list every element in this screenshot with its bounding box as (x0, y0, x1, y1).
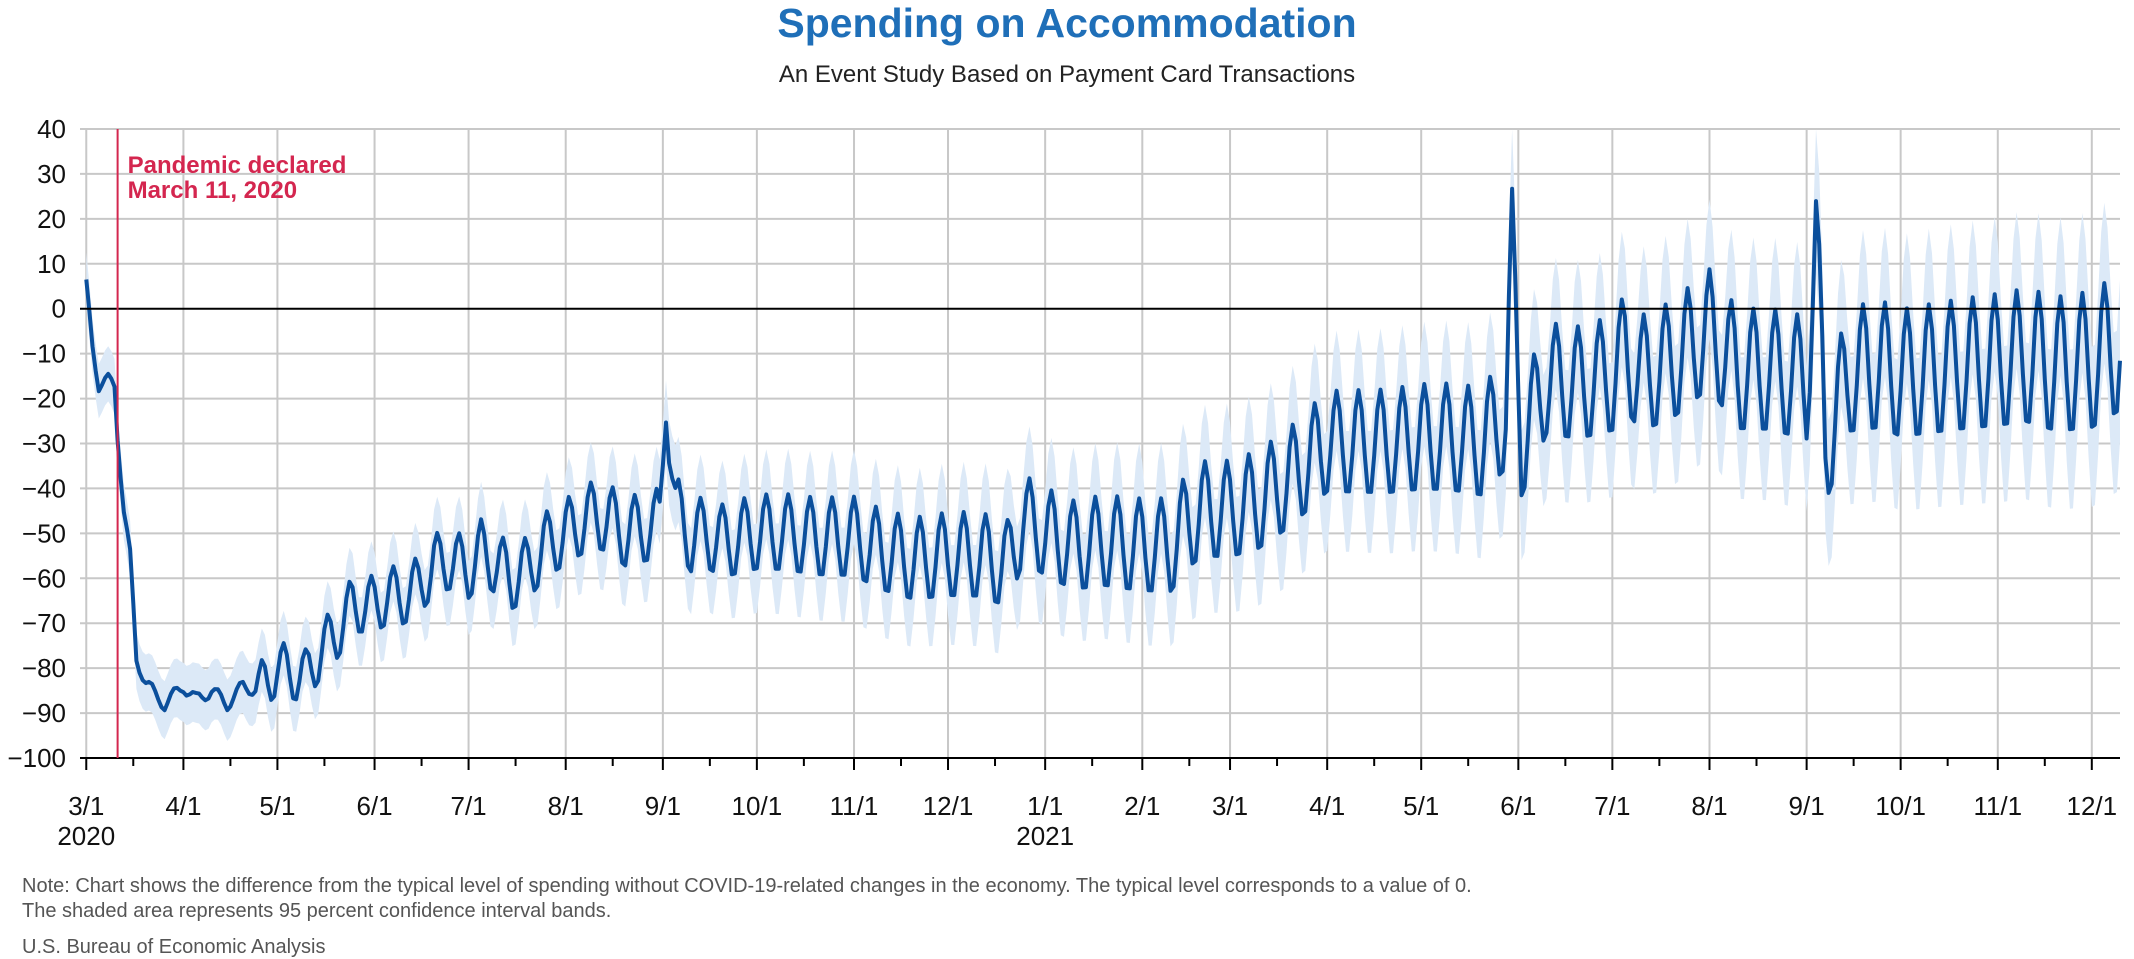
x-tick-label: 9/1 (1789, 791, 1825, 821)
y-tick-label: −90 (22, 698, 66, 728)
chart-note-line-2: The shaded area represents 95 percent co… (22, 900, 612, 922)
y-tick-label: −10 (22, 339, 66, 369)
x-tick-label: 5/1 (1403, 791, 1439, 821)
source-label: U.S. Bureau of Economic Analysis (22, 936, 326, 958)
x-tick-label: 12/1 (2066, 791, 2117, 821)
chart-subtitle: An Event Study Based on Payment Card Tra… (778, 61, 1356, 88)
annotation-label-line-2: March 11, 2020 (128, 177, 297, 204)
y-tick-label: −40 (22, 473, 66, 503)
y-tick-label: −80 (22, 653, 66, 683)
x-tick-label: 11/1 (1973, 791, 2022, 821)
x-tick-label: 11/1 (830, 791, 879, 821)
x-year-label: 2020 (57, 821, 115, 851)
y-tick-label: −30 (22, 429, 66, 459)
x-tick-label: 4/1 (1309, 791, 1345, 821)
y-tick-label: −60 (22, 563, 66, 593)
x-tick-label: 3/1 (1212, 791, 1248, 821)
x-tick-label: 6/1 (356, 791, 392, 821)
x-tick-label: 6/1 (1500, 791, 1536, 821)
x-tick-label: 2/1 (1124, 791, 1160, 821)
y-tick-label: 0 (52, 294, 66, 324)
series-line-layer (84, 186, 2122, 713)
y-tick-label: 20 (37, 204, 66, 234)
x-tick-label: 12/1 (923, 791, 974, 821)
axis-layer: 40 30 20 10 0 −10 −20 −30 −40 −50 −60 −70 −80 −90 −100… (7, 114, 2120, 851)
x-tick-label: 10/1 (732, 791, 783, 821)
x-tick-label: 5/1 (259, 791, 295, 821)
y-tick-label: −20 (22, 384, 66, 414)
chart-title: Spending on Accommodation (777, 0, 1357, 46)
x-tick-label: 8/1 (548, 791, 584, 821)
chart-note-line-1: Note: Chart shows the difference from th… (22, 875, 1472, 897)
x-tick-label: 3/1 (68, 791, 104, 821)
y-tick-label: 30 (37, 159, 66, 189)
x-tick-label: 9/1 (645, 791, 681, 821)
x-tick-label: 4/1 (165, 791, 201, 821)
x-tick-label: 8/1 (1691, 791, 1727, 821)
x-tick-label: 7/1 (1594, 791, 1630, 821)
y-tick-label: 10 (37, 249, 66, 279)
x-tick-label: 10/1 (1875, 791, 1926, 821)
y-tick-label: −70 (22, 608, 66, 638)
series-line (84, 186, 2122, 713)
y-tick-label: 40 (37, 114, 66, 144)
y-tick-label: −100 (7, 743, 66, 773)
y-tick-label: −50 (22, 518, 66, 548)
annotation-label-line-1: Pandemic declared (128, 152, 347, 179)
x-tick-label: 1/1 (1027, 791, 1063, 821)
x-year-label: 2021 (1016, 821, 1074, 851)
x-tick-label: 7/1 (450, 791, 486, 821)
